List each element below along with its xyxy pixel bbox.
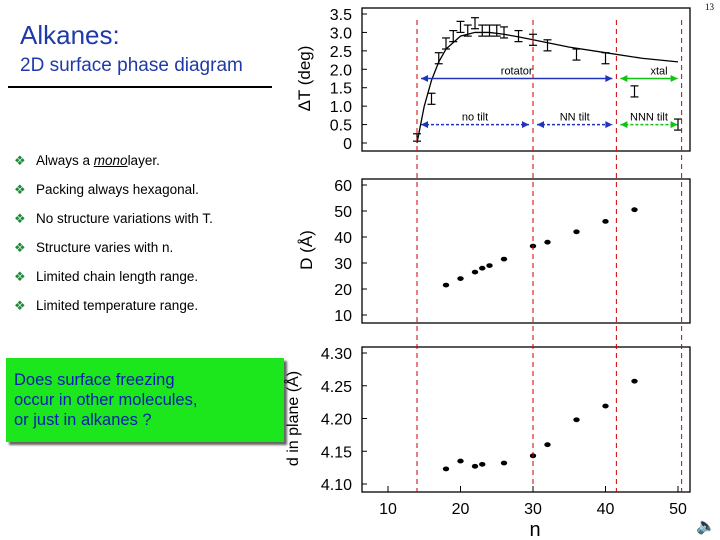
y-tick-label: 1.5 bbox=[330, 81, 352, 98]
page-number: 13 bbox=[705, 2, 714, 12]
bullet-item: ❖ Limited temperature range. bbox=[14, 291, 213, 320]
data-point bbox=[471, 269, 479, 275]
y-tick-label: 3.5 bbox=[330, 7, 352, 24]
arrow-head bbox=[620, 121, 628, 129]
arrow-head bbox=[522, 121, 529, 129]
callout-line: or just in alkanes ? bbox=[14, 411, 152, 429]
bullet-list: ❖ Always a monolayer. ❖ Packing always h… bbox=[14, 146, 213, 320]
y-tick-label: 1.0 bbox=[330, 99, 352, 116]
bullet-text: No structure variations with T. bbox=[36, 211, 213, 226]
y-tick-label: 0 bbox=[343, 136, 352, 153]
arrow-head bbox=[421, 121, 428, 129]
plot-frame bbox=[361, 346, 691, 493]
bullet-item: ❖ Limited chain length range. bbox=[14, 262, 213, 291]
bullet-diamond-icon: ❖ bbox=[14, 210, 26, 226]
data-point bbox=[602, 219, 609, 224]
data-point bbox=[486, 263, 493, 268]
y-tick-label: 40 bbox=[334, 230, 352, 247]
y-tick-label: 4.20 bbox=[321, 412, 352, 429]
y-tick-label: 2.0 bbox=[330, 62, 352, 79]
region-label: rotator bbox=[501, 66, 533, 78]
region-label: NN tilt bbox=[560, 112, 590, 124]
data-point bbox=[544, 239, 551, 245]
data-point bbox=[573, 229, 580, 235]
y-tick-label: 2.5 bbox=[330, 44, 352, 61]
callout-line: occur in other molecules, bbox=[14, 391, 198, 409]
data-point bbox=[602, 403, 609, 409]
arrow-head bbox=[421, 75, 428, 82]
x-tick-label: 30 bbox=[524, 501, 542, 518]
y-tick-label: 3.0 bbox=[330, 25, 352, 42]
y-tick-label: 4.15 bbox=[321, 444, 352, 461]
y-tick-label: 4.25 bbox=[321, 379, 352, 396]
bullet-item: ❖ No structure variations with T. bbox=[14, 204, 213, 233]
y-tick-label: 30 bbox=[334, 256, 352, 273]
data-point bbox=[442, 466, 450, 472]
plot-frame bbox=[361, 7, 691, 152]
arrow-head bbox=[605, 121, 613, 129]
arrow-head bbox=[537, 121, 544, 129]
data-point bbox=[500, 256, 508, 262]
bullet-diamond-icon: ❖ bbox=[14, 297, 26, 313]
fit-curve bbox=[416, 31, 679, 144]
bullet-diamond-icon: ❖ bbox=[14, 268, 26, 284]
y-axis-label: ΔT (deg) bbox=[295, 46, 314, 112]
bullet-item: ❖ Always a monolayer. bbox=[14, 146, 213, 175]
y-tick-label: 4.30 bbox=[321, 346, 352, 363]
y-tick-label: 0.5 bbox=[330, 118, 352, 135]
data-point bbox=[457, 458, 464, 464]
y-tick-label: 10 bbox=[334, 308, 352, 325]
bullet-text: Limited chain length range. bbox=[36, 269, 199, 284]
arrow-head bbox=[620, 75, 628, 82]
x-tick-label: 20 bbox=[452, 501, 470, 518]
data-point bbox=[631, 378, 638, 384]
bullet-item: ❖ Structure varies with n. bbox=[14, 233, 213, 262]
region-label: xtal bbox=[650, 66, 667, 78]
bullet-text: Packing always hexagonal. bbox=[36, 182, 199, 197]
slide-subtitle: 2D surface phase diagram bbox=[20, 55, 243, 76]
data-point bbox=[544, 442, 551, 448]
y-tick-label: 20 bbox=[334, 282, 352, 299]
callout-box: Does surface freezing occur in other mol… bbox=[6, 358, 284, 442]
arrow-head bbox=[670, 75, 678, 82]
data-point bbox=[471, 463, 479, 469]
x-tick-label: 40 bbox=[597, 501, 615, 518]
x-tick-label: 50 bbox=[669, 501, 687, 518]
data-point bbox=[500, 460, 508, 466]
y-axis-label: d in plane (Å) bbox=[283, 371, 302, 466]
y-tick-label: 4.10 bbox=[321, 477, 352, 494]
speaker-icon[interactable]: 🔈 bbox=[696, 518, 716, 535]
bullet-text: Limited temperature range. bbox=[36, 298, 199, 313]
y-axis-label: D (Å) bbox=[297, 230, 316, 270]
bullet-diamond-icon: ❖ bbox=[14, 181, 26, 197]
slide-title: Alkanes: bbox=[20, 20, 120, 50]
data-point bbox=[442, 282, 450, 288]
arrow-head bbox=[670, 121, 678, 129]
arrow-head bbox=[605, 75, 613, 82]
bullet-item: ❖ Packing always hexagonal. bbox=[14, 175, 213, 204]
y-tick-label: 50 bbox=[334, 204, 352, 221]
title-rule bbox=[8, 86, 272, 88]
bullet-text: Always a monolayer. bbox=[36, 153, 160, 168]
data-point bbox=[479, 461, 486, 467]
bullet-diamond-icon: ❖ bbox=[14, 239, 26, 255]
y-tick-label: 60 bbox=[334, 178, 352, 195]
data-point bbox=[479, 265, 486, 271]
bullet-diamond-icon: ❖ bbox=[14, 152, 26, 168]
plot-frame bbox=[361, 178, 691, 324]
x-tick-label: 10 bbox=[379, 501, 397, 518]
data-point bbox=[631, 207, 638, 213]
region-label: NNN tilt bbox=[630, 112, 668, 124]
data-point bbox=[457, 276, 464, 281]
region-label: no tilt bbox=[462, 112, 488, 124]
x-axis-label: n bbox=[529, 519, 540, 540]
data-point bbox=[573, 417, 580, 423]
bullet-text: Structure varies with n. bbox=[36, 240, 174, 255]
callout-line: Does surface freezing bbox=[14, 371, 175, 389]
